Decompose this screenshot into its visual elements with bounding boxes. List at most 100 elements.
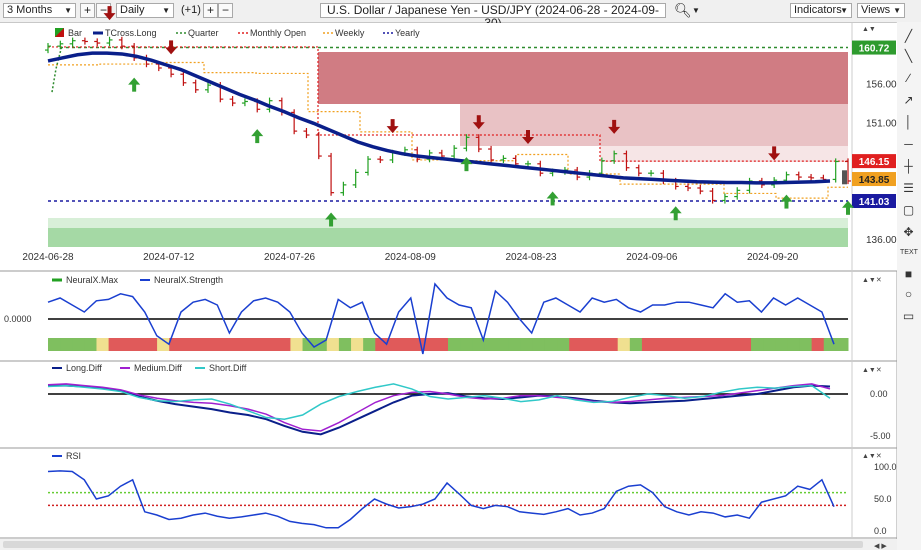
indicators-label: Indicators [794, 4, 842, 16]
neuralx-band-cell [290, 338, 304, 351]
neuralx-band-cell [702, 338, 716, 351]
chevron-down-icon[interactable]: ▼ [692, 6, 700, 15]
buy-signal-arrowhead [460, 157, 473, 165]
legend-label: TCross.Long [105, 28, 157, 38]
neuralx-band-cell [472, 338, 485, 351]
search-icon[interactable]: 🔍︎ [674, 2, 692, 18]
legend-label: Bar [68, 28, 82, 38]
rsi-line [47, 470, 835, 529]
neuralx-legend-strength: NeuralX.Strength [154, 275, 223, 285]
add-button[interactable]: + [80, 3, 95, 18]
trendline-icon[interactable]: ∕ [907, 71, 910, 85]
neuralx-band-cell [338, 338, 352, 351]
x-tick-label: 2024-07-26 [264, 252, 316, 263]
pen-icon[interactable]: ╱ [904, 29, 913, 43]
minus-icon: − [99, 3, 107, 17]
buy-signal-arrowhead [842, 200, 854, 208]
sell-signal-arrow [772, 146, 777, 155]
scroll-arrows-icon: ◀ ▶ [874, 543, 887, 550]
neuralx-band-cell [641, 338, 655, 351]
rsi-legend-label: RSI [66, 451, 81, 461]
symbol-title[interactable]: U.S. Dollar / Japanese Yen - USD/JPY (20… [320, 3, 666, 30]
neuralx-band-cell [120, 338, 134, 351]
panel-controls-icon: ▲▼✕ [862, 277, 882, 284]
support-zone-light [48, 218, 848, 228]
arrow-icon[interactable]: ✥ [903, 225, 914, 239]
neuralx-band-cell [144, 338, 158, 351]
sell-signal-arrow [612, 119, 617, 128]
diff-legend-label: Medium.Diff [134, 363, 182, 373]
sell-signal-arrow [107, 6, 112, 15]
resistance-zone [318, 52, 848, 104]
neuralx-band-cell [581, 338, 594, 351]
resistance-zone-faint [600, 146, 848, 162]
offset-label: (+1) [181, 4, 201, 16]
rsi-y-label: 0.0 [874, 526, 887, 536]
period-select[interactable]: 3 Months ▼ [3, 3, 76, 18]
callout-icon[interactable]: ▢ [902, 203, 915, 217]
x-tick-label: 2024-09-20 [747, 252, 799, 263]
neuralx-band-cell [423, 338, 437, 351]
line-icon[interactable]: ╲ [904, 49, 913, 63]
ray-icon[interactable]: ↗ [903, 93, 914, 107]
neuralx-band-cell [48, 338, 61, 351]
neuralx-band-cell [108, 338, 122, 351]
x-tick-label: 2024-06-28 [22, 252, 74, 263]
indicators-button[interactable]: Indicators ▼ [790, 3, 852, 18]
views-label: Views [861, 4, 891, 16]
buy-signal-arrow [784, 200, 789, 209]
resistance-zone-light [460, 104, 848, 146]
scrollbar-thumb [3, 541, 863, 548]
neuralx-band-cell [799, 338, 813, 351]
fibonacci-icon[interactable]: ☰ [903, 181, 914, 195]
neuralx-band-cell [726, 338, 740, 351]
interval-value: Daily [120, 4, 145, 16]
neuralx-band-cell [508, 338, 522, 351]
neuralx-band-cell [787, 338, 801, 351]
diff-legend-label: Short.Diff [209, 363, 247, 373]
neuralx-band-cell [326, 338, 340, 351]
horizontal-line-icon[interactable]: ─ [904, 137, 913, 151]
chevron-down-icon: ▼ [64, 6, 72, 15]
neuralx-band-cell [666, 338, 679, 351]
eraser-icon[interactable]: ▭ [902, 309, 915, 323]
weekly-line [48, 61, 848, 199]
neuralx-band-cell [557, 338, 570, 351]
offset-minus-button[interactable]: − [218, 3, 233, 18]
drawing-tools-bar: ╱ ╲ ∕ ↗ │ ─ ┼ ☰ ▢ ✥ TEXT ■ ○ ▭ [896, 22, 921, 550]
neuralx-band-cell [520, 338, 534, 351]
neuralx-band-cell [751, 338, 764, 351]
y-tick-label: 156.00 [866, 79, 897, 90]
diff-y-label: -5.00 [870, 431, 891, 441]
legend-label: Quarter [188, 28, 219, 38]
neuralx-band-cell [229, 338, 243, 351]
neuralx-band-cell [811, 338, 825, 351]
sell-signal-arrowhead [165, 47, 178, 55]
vertical-line-icon[interactable]: │ [904, 115, 913, 129]
neuralx-band-cell [460, 338, 473, 351]
rsi-y-label: 100.0 [874, 462, 897, 472]
views-button[interactable]: Views ▼ [857, 3, 905, 18]
rectangle-icon[interactable]: ■ [904, 267, 913, 281]
buy-signal-arrow [550, 197, 555, 206]
neuralx-band-cell [569, 338, 582, 351]
cross-icon[interactable]: ┼ [904, 159, 913, 173]
diff-y-label: 0.00 [870, 389, 888, 399]
text-icon[interactable]: TEXT [900, 249, 918, 256]
offset-plus-button[interactable]: + [203, 3, 218, 18]
sell-signal-arrow [390, 119, 395, 128]
neuralx-band-cell [823, 338, 837, 351]
neuralx-band-cell [217, 338, 231, 351]
interval-select[interactable]: Daily ▼ [116, 3, 174, 18]
quarter-price-tag-label: 160.72 [859, 44, 890, 55]
x-tick-label: 2024-09-06 [626, 252, 678, 263]
sell-signal-arrow [526, 130, 530, 139]
panel-controls-icon: ▲▼✕ [862, 453, 882, 460]
neuralx-band-cell [593, 338, 607, 351]
diff-series-line [47, 383, 831, 420]
x-tick-label: 2024-08-09 [385, 252, 437, 263]
ellipse-icon[interactable]: ○ [904, 287, 913, 301]
buy-signal-arrow [846, 206, 850, 215]
panel-controls-icon: ▲▼✕ [862, 367, 882, 374]
monthly-open-price-tag-label: 146.15 [859, 157, 890, 168]
